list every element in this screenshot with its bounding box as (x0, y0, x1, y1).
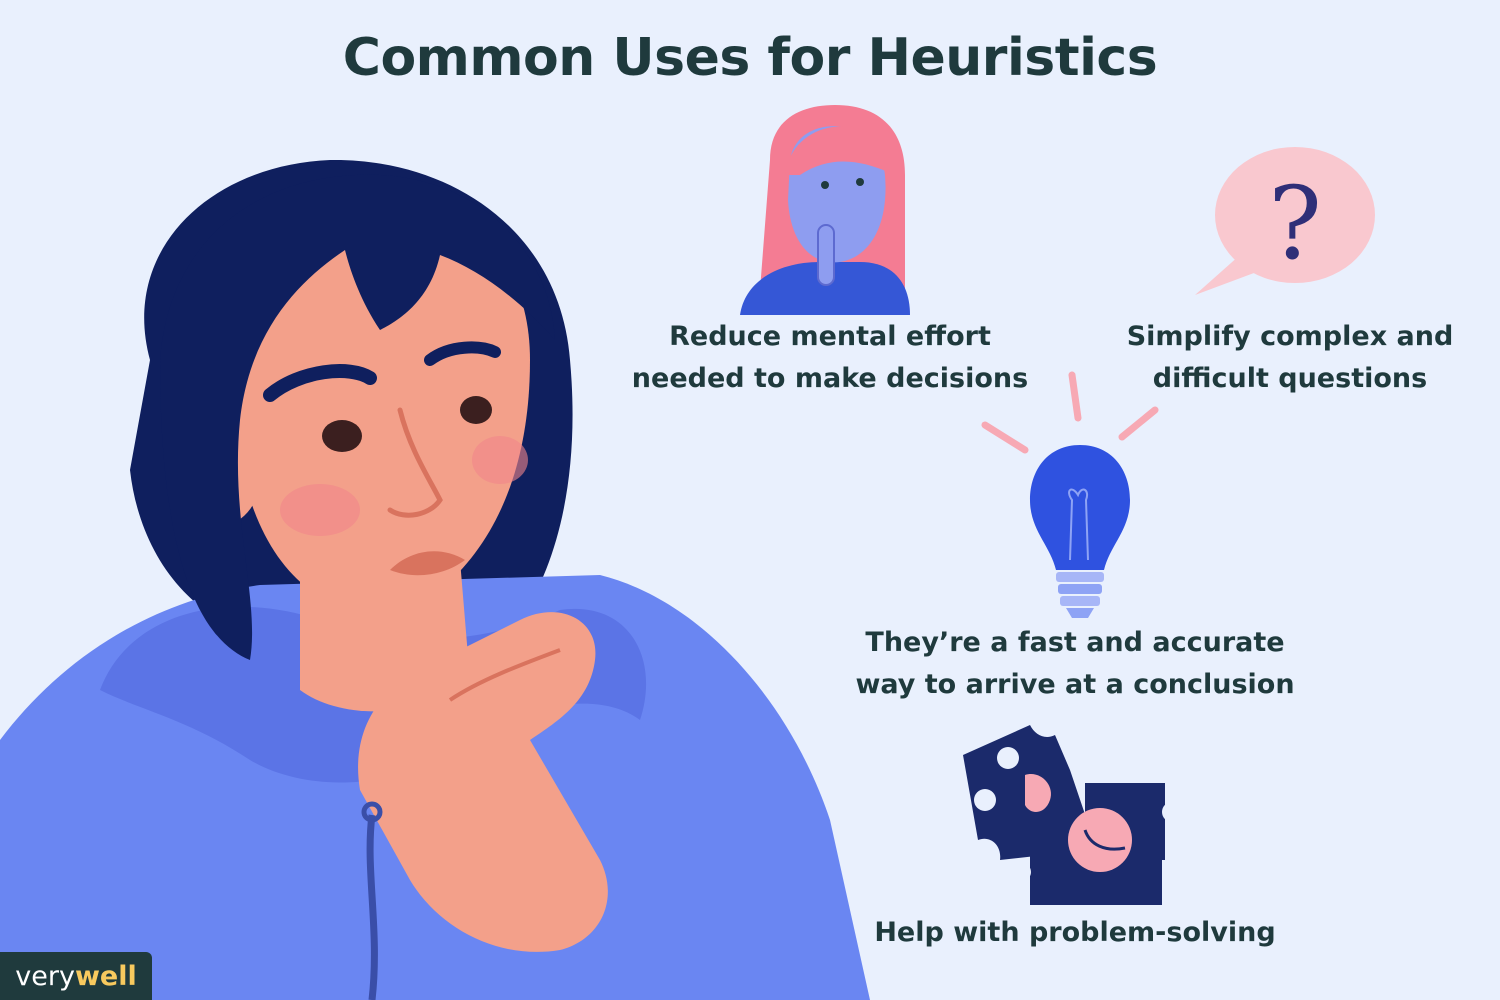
brow-right (424, 341, 501, 366)
bulb-filament (1068, 488, 1089, 561)
logo-text-well: well (74, 960, 137, 992)
caption-line: Reduce mental effort (669, 321, 991, 352)
puzzle-seam (1083, 829, 1126, 851)
bulb-glass (1030, 445, 1130, 570)
puzzle-dot-3 (1162, 802, 1182, 822)
bubble-tail (1195, 255, 1262, 295)
ray-center (1068, 371, 1082, 422)
eye-left (322, 420, 362, 452)
caption-line: difficult questions (1152, 363, 1428, 394)
ray-left (981, 421, 1029, 454)
icon-shirt (740, 262, 910, 315)
logo-text-very: very (15, 960, 75, 992)
puzzle-pink-1 (1025, 774, 1051, 812)
thinking-woman-icon (740, 105, 910, 315)
brow-left (263, 364, 377, 402)
cheek-left (280, 484, 360, 536)
cheek-right (472, 436, 528, 484)
use-caption-simplify-questions: Simplify complex and difficult questions (1100, 316, 1480, 400)
icon-eye-left (821, 181, 829, 189)
lightbulb-icon (981, 371, 1159, 618)
bulb-base-2 (1058, 584, 1102, 594)
drawstring-grommet (361, 801, 383, 823)
hand (358, 612, 608, 952)
caption-line: They’re a fast and accurate (865, 627, 1285, 658)
puzzle-dot-4 (1013, 863, 1031, 881)
mouth (390, 551, 465, 576)
drawstring (366, 814, 378, 1000)
verywell-logo: very well (0, 952, 152, 1000)
icon-eye-right (856, 178, 864, 186)
bulb-tip (1066, 608, 1094, 618)
use-caption-problem-solving: Help with problem-solving (860, 912, 1290, 954)
finger-line (448, 648, 561, 702)
use-caption-reduce-effort: Reduce mental effort needed to make deci… (610, 316, 1050, 400)
icon-bangs (785, 126, 888, 175)
ray-right (1118, 406, 1159, 441)
caption-line: Simplify complex and (1126, 321, 1454, 352)
caption-line: Help with problem-solving (874, 917, 1276, 948)
nose (387, 407, 443, 518)
page-title: Common Uses for Heuristics (342, 28, 1158, 88)
eye-right (460, 396, 492, 424)
thinking-woman-illustration (0, 159, 870, 1000)
puzzle-pink-2 (1068, 808, 1132, 872)
question-mark: ? (1268, 165, 1322, 282)
caption-line: way to arrive at a conclusion (855, 669, 1295, 700)
puzzle-dot-2 (974, 789, 996, 811)
puzzle-dot-1 (997, 747, 1019, 769)
question-bubble-icon: ? (1195, 147, 1375, 295)
bulb-base-3 (1060, 596, 1100, 606)
puzzle-pieces-icon (963, 725, 1182, 905)
icon-finger (817, 224, 835, 286)
hair-bangs (160, 174, 555, 661)
bubble (1215, 147, 1375, 283)
caption-line: needed to make decisions (631, 363, 1029, 394)
use-caption-fast-accurate: They’re a fast and accurate way to arriv… (840, 622, 1310, 706)
bulb-base-1 (1056, 572, 1104, 582)
